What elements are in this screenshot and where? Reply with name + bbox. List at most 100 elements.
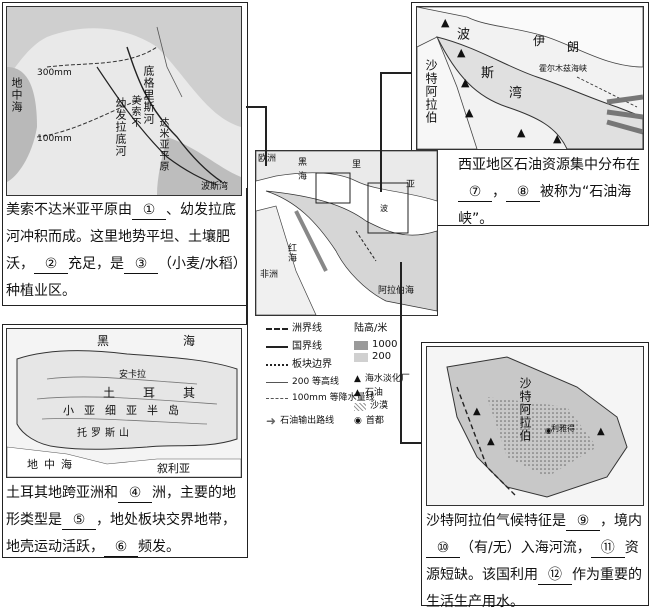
capital-icon: ◉ — [354, 416, 362, 426]
label-saudi-name: 沙特阿拉伯 — [518, 377, 532, 442]
q-gulf-text-3: 被称为“石油海峡”。 — [458, 184, 632, 227]
mesopotamia-map: 地中海 300mm 100mm 底格里斯河 幼发拉底河 美索不 达米亚平原 波斯… — [6, 6, 242, 196]
gulf-map: 波 斯 湾 伊 朗 沙特阿拉伯 霍尔木兹海峡 ▲ ▲ ▲ ▲ ▲ ▲ — [416, 6, 644, 150]
turkey-map: 黑 海 安卡拉 土 耳 其 小亚细亚半岛 地中海 叙利亚 托罗斯山 — [6, 328, 242, 478]
legend-oil: ▲ 石油 — [354, 387, 383, 398]
label-red-sea: 红海 — [286, 243, 296, 263]
label-euphrates: 幼发拉底河 — [114, 97, 127, 157]
q-gulf-text-1: 西亚地区石油资源集中分布在 — [458, 157, 640, 173]
label-hormuz: 霍尔木兹海峡 — [539, 64, 587, 73]
label-100mm: 100mm — [37, 134, 72, 144]
turkey-map-graphic — [7, 350, 241, 477]
q-turkey-text-4: 频发。 — [138, 539, 180, 555]
desalination-icon: ▲ — [487, 436, 495, 447]
label-turkey-qi: 其 — [183, 386, 196, 400]
label-mediterranean: 地中海 — [10, 77, 23, 113]
q-saudi-text-3: （有/无）入海河流， — [460, 540, 591, 556]
capital-icon: ◉ — [545, 426, 552, 435]
blank-9[interactable]: ⑨ — [566, 512, 600, 531]
blank-7[interactable]: ⑦ — [458, 183, 492, 202]
blank-10[interactable]: ⑩ — [426, 539, 460, 558]
legend: 洲界线 国界线 板块边界 200 等高线 100mm 等降水量线 ➜ 石油输出路线… — [262, 320, 422, 440]
oil-icon: ▲ — [553, 132, 562, 145]
blank-5[interactable]: ⑤ — [62, 511, 96, 530]
blank-11[interactable]: ⑪ — [590, 539, 625, 558]
q-gulf-text-2: ， — [492, 184, 506, 200]
label-taurus: 托罗斯山 — [77, 428, 133, 439]
label-mesopotamia-plain-2: 达米亚平原 — [157, 117, 168, 172]
label-gulf-bo: 波 — [454, 27, 469, 41]
legend-desalination: ▲ 海水淡化厂 — [354, 373, 410, 384]
arrow-right-icon: ➜ — [266, 414, 277, 428]
question-turkey: 土耳其地跨亚洲和 ④ 洲，主要的地形类型是 ⑤ ，地处板块交界地带，地壳运动活跃， ⑥ 频发… — [6, 480, 244, 561]
label-mesopotamia-plain: 美索不 — [129, 95, 140, 128]
label-black-sea-hai-t: 海 — [183, 334, 196, 348]
blank-2[interactable]: ② — [34, 255, 68, 274]
connector-saudi-h — [400, 442, 421, 444]
q-meso-text-1: 美索不达米亚平原由 — [6, 202, 132, 218]
connector-turkey — [246, 188, 248, 324]
label-turkey-tu: 土 — [103, 386, 116, 400]
label-black-sea-hai: 海 — [298, 172, 308, 182]
oil-icon: ▲ — [441, 16, 450, 29]
connector-saudi — [400, 262, 402, 442]
legend-elevation-title: 陆高/米 — [354, 323, 388, 334]
legend-plate-border: 板块边界 — [266, 360, 332, 370]
legend-desert: 沙漠 — [354, 402, 388, 411]
gulf-map-graphic — [417, 7, 643, 149]
desalination-icon: ▲ — [354, 374, 361, 384]
label-asia: 亚 — [406, 180, 416, 190]
q-turkey-text-1: 土耳其地跨亚洲和 — [6, 485, 118, 501]
q-meso-text-4: （小麦/水稻）种植业区。 — [6, 256, 240, 299]
oil-icon: ▲ — [457, 46, 466, 59]
legend-elev-200: 200 — [354, 352, 391, 362]
desert-icon — [354, 402, 366, 411]
oil-icon: ▲ — [465, 106, 474, 119]
label-gulf-central: 波 — [380, 204, 388, 213]
label-syria: 叙利亚 — [157, 462, 190, 475]
label-gulf-si: 斯 — [481, 66, 495, 81]
blank-12[interactable]: ⑫ — [538, 566, 572, 585]
legend-country-border: 国界线 — [266, 342, 322, 352]
label-riyadh: 利雅得 — [551, 424, 575, 433]
question-gulf: 西亚地区石油资源集中分布在 ⑦， ⑧ 被称为“石油海峡”。 — [458, 152, 644, 233]
label-300mm: 300mm — [37, 68, 72, 78]
connector-gulf-v — [380, 72, 382, 192]
saudi-map-graphic — [446, 356, 628, 498]
q-meso-text-2: 、幼发拉底河冲积而成。这里地势平坦、土壤肥沃， — [6, 202, 236, 272]
label-tigris: 底格里斯河 — [142, 65, 155, 125]
q-turkey-text-3: ，地处板块交界地带，地壳运动活跃， — [6, 512, 236, 555]
connector-gulf — [380, 72, 411, 74]
blank-3[interactable]: ③ — [124, 255, 158, 274]
legend-oil-route: ➜ 石油输出路线 — [266, 414, 335, 428]
label-caspian-li: 里 — [352, 160, 362, 170]
q-saudi-text-4: 资源短缺。该国利用 — [426, 540, 639, 583]
connector-meso — [246, 106, 266, 108]
legend-continent-border: 洲界线 — [266, 324, 322, 334]
central-map: 欧洲 黑 海 里 亚 红海 阿拉伯海 非洲 波 — [255, 150, 438, 316]
label-arabian-sea: 阿拉伯海 — [378, 286, 415, 296]
label-asia-minor: 小亚细亚半岛 — [63, 404, 189, 417]
blank-6[interactable]: ⑥ — [104, 538, 138, 557]
label-iran-yi: 伊 — [533, 34, 546, 48]
q-meso-text-3: 充足，是 — [68, 256, 124, 272]
central-map-graphic — [256, 151, 437, 315]
blank-1[interactable]: ① — [132, 201, 166, 220]
blank-4[interactable]: ④ — [118, 484, 152, 503]
saudi-map: 沙特阿拉伯 利雅得 ▲ ▲ ▲ ◉ — [426, 346, 644, 506]
label-europe: 欧洲 — [258, 154, 277, 164]
label-black-sea-hei-t: 黑 — [97, 334, 110, 348]
desalination-icon: ▲ — [597, 426, 605, 437]
legend-isohyet: 100mm 等降水量线 — [266, 394, 375, 403]
label-black-sea-hei: 黑 — [298, 158, 308, 168]
legend-contour: 200 等高线 — [266, 378, 339, 387]
blank-8[interactable]: ⑧ — [506, 183, 540, 202]
mesopotamia-map-graphic — [7, 7, 241, 195]
label-iran-lang: 朗 — [567, 40, 580, 54]
label-persian-gulf: 波斯湾 — [201, 182, 229, 192]
connector-meso-v — [265, 106, 267, 166]
legend-elev-1000: 1000 — [354, 340, 397, 350]
oil-icon: ▲ — [517, 126, 526, 139]
question-mesopotamia: 美索不达米亚平原由 ① 、幼发拉底河冲积而成。这里地势平坦、土壤肥沃， ② 充足，是 ③ （… — [6, 197, 244, 305]
q-saudi-text-2: ，境内 — [600, 513, 642, 529]
